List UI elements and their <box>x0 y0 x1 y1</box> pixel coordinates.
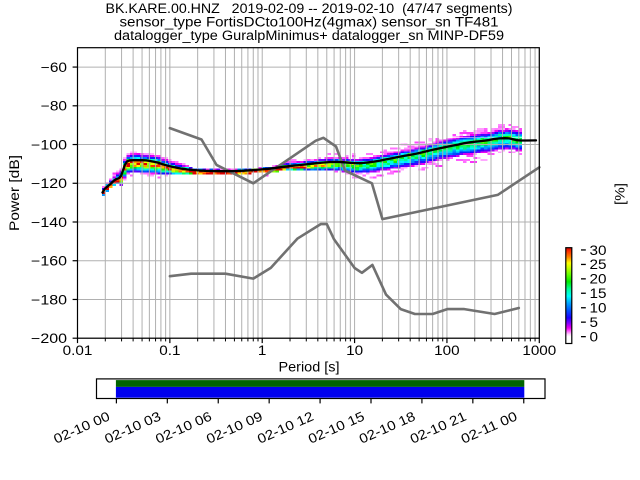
svg-text:15: 15 <box>590 286 607 301</box>
svg-text:−140: −140 <box>31 215 67 230</box>
svg-text:−200: −200 <box>31 331 67 346</box>
svg-text:5: 5 <box>590 315 599 330</box>
svg-text:0: 0 <box>590 329 599 344</box>
svg-text:−120: −120 <box>31 176 67 191</box>
svg-text:30: 30 <box>590 243 607 258</box>
svg-text:0.01: 0.01 <box>63 343 93 358</box>
svg-text:10: 10 <box>590 301 607 316</box>
svg-text:−100: −100 <box>31 137 67 152</box>
svg-text:10: 10 <box>346 343 363 358</box>
svg-text:−160: −160 <box>31 254 67 269</box>
svg-text:1: 1 <box>258 343 267 358</box>
svg-text:[%]: [%] <box>612 183 627 205</box>
svg-text:Period [s]: Period [s] <box>279 360 340 375</box>
svg-text:datalogger_type GuralpMinimus+: datalogger_type GuralpMinimus+ datalogge… <box>114 28 504 43</box>
svg-text:BK.KARE.00.HNZ 2019-02-09 --: BK.KARE.00.HNZ 2019-02-09 -- 2019-02-10 … <box>106 1 513 16</box>
svg-text:−80: −80 <box>41 99 67 114</box>
svg-text:sensor_type FortisDCto100Hz(4g: sensor_type FortisDCto100Hz(4gmax) senso… <box>120 15 499 30</box>
svg-text:25: 25 <box>590 257 607 272</box>
svg-text:Power [dB]: Power [dB] <box>7 155 22 231</box>
svg-text:100: 100 <box>434 343 459 358</box>
svg-text:−180: −180 <box>31 292 67 307</box>
svg-text:20: 20 <box>590 272 607 287</box>
svg-text:0.1: 0.1 <box>159 343 180 358</box>
svg-text:1000: 1000 <box>522 343 556 358</box>
svg-text:−60: −60 <box>41 60 67 75</box>
